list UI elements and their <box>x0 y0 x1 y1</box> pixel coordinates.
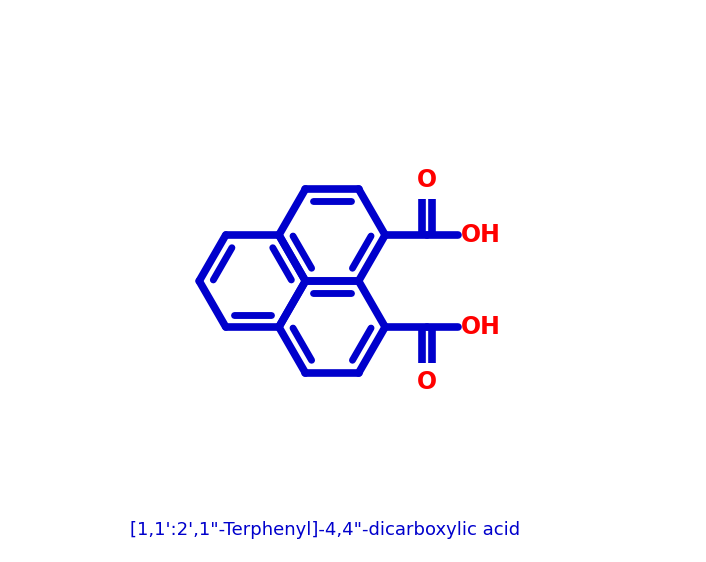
Text: O: O <box>417 168 437 192</box>
Text: [1,1':2',1"-Terphenyl]-4,4"-dicarboxylic acid: [1,1':2',1"-Terphenyl]-4,4"-dicarboxylic… <box>130 521 520 539</box>
Text: O: O <box>417 370 437 394</box>
Text: OH: OH <box>460 315 501 339</box>
Text: OH: OH <box>460 223 501 247</box>
